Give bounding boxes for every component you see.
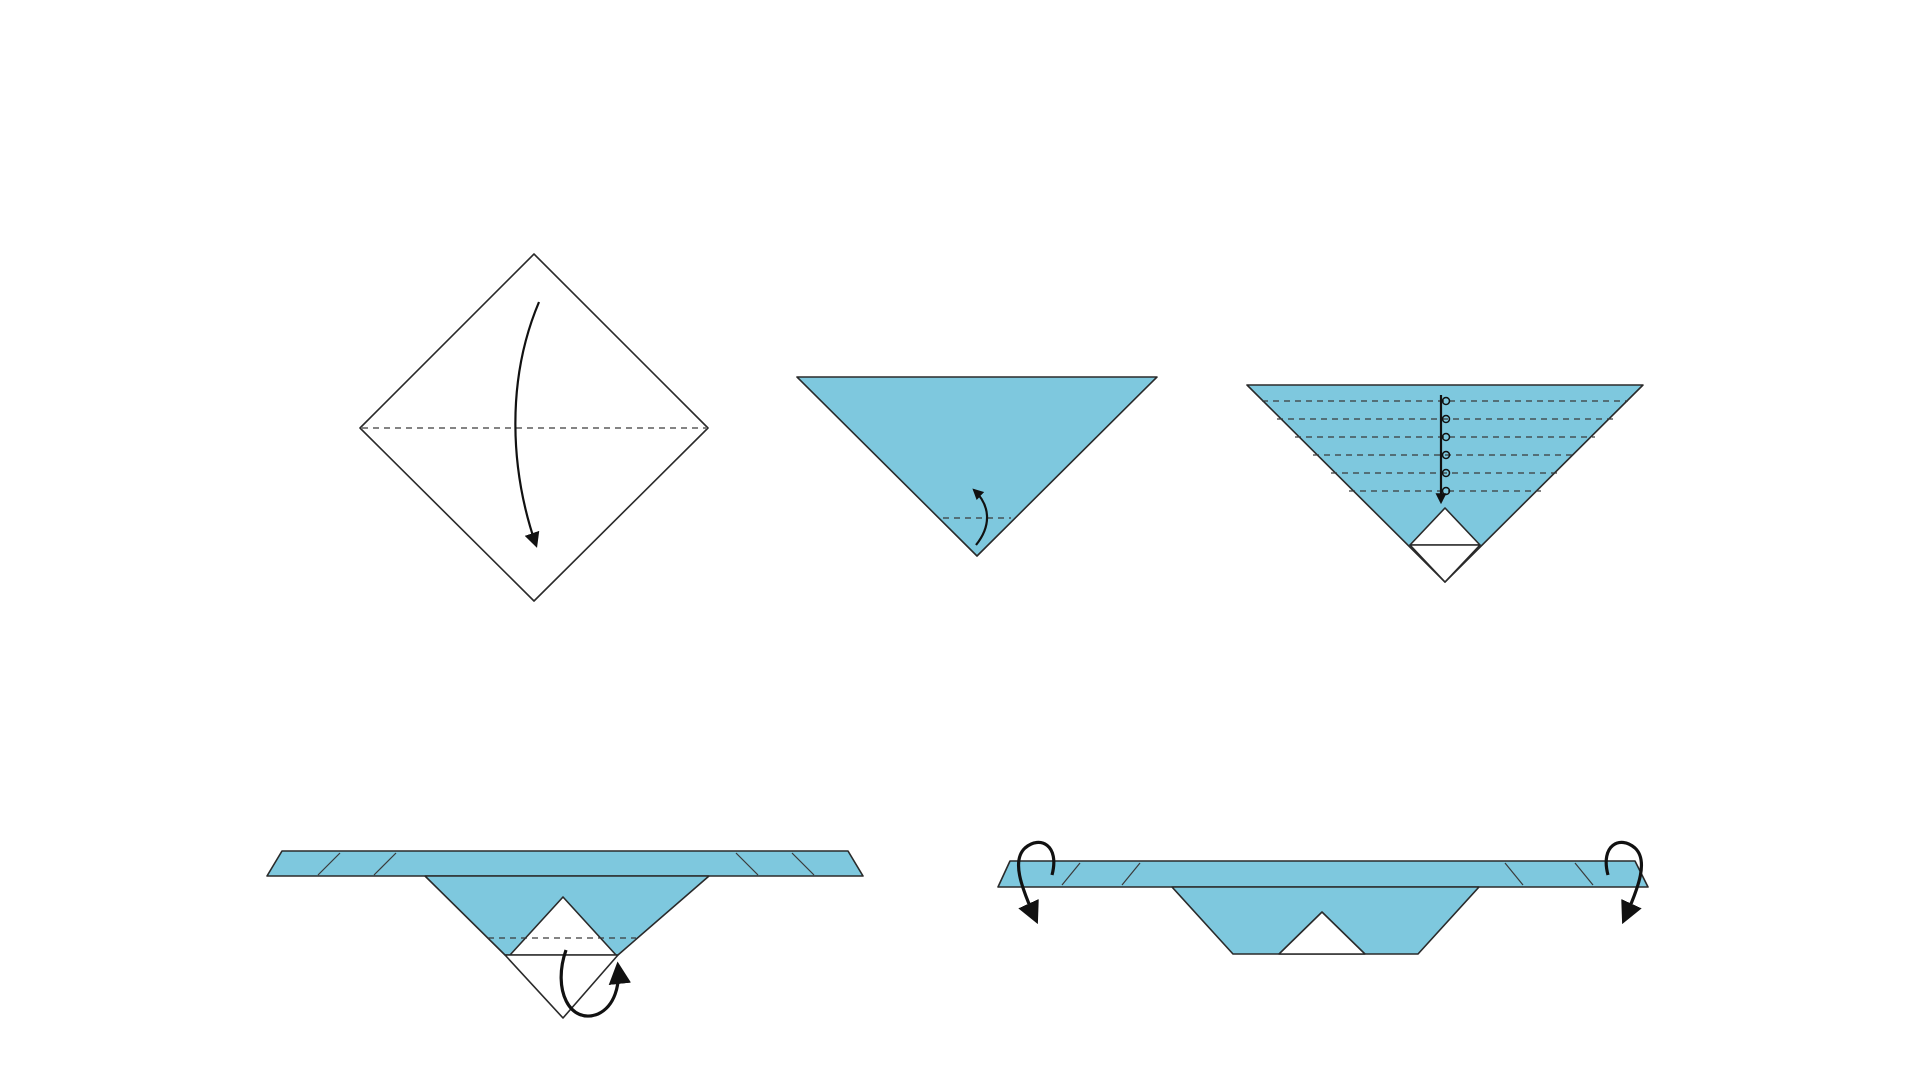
strip-crease-lines — [317, 852, 815, 876]
fold-behind-arrow-icon — [559, 949, 632, 1018]
step-4 — [266, 850, 864, 1019]
step-3 — [1246, 384, 1644, 583]
strip-paper — [997, 860, 1649, 888]
strip-paper — [266, 850, 864, 877]
tip-outline — [1409, 544, 1481, 583]
triangle-paper — [1246, 384, 1644, 583]
fold-sides-back-arrow-icon — [1017, 840, 1056, 925]
pleat-crease-lines — [1262, 400, 1628, 492]
white-flap — [1278, 911, 1366, 955]
fold-sides-back-arrow-icon — [1604, 840, 1643, 925]
fold-down-arrow-icon — [514, 301, 541, 548]
pleat-fold-arrow-icon — [1435, 395, 1451, 505]
step-1 — [359, 253, 709, 602]
step-5 — [997, 840, 1649, 955]
step-2 — [796, 376, 1158, 557]
triangle-paper — [796, 376, 1158, 557]
square-paper — [359, 253, 709, 602]
strip-crease-lines — [1061, 862, 1594, 886]
fold-up-arrow-icon — [972, 488, 989, 546]
